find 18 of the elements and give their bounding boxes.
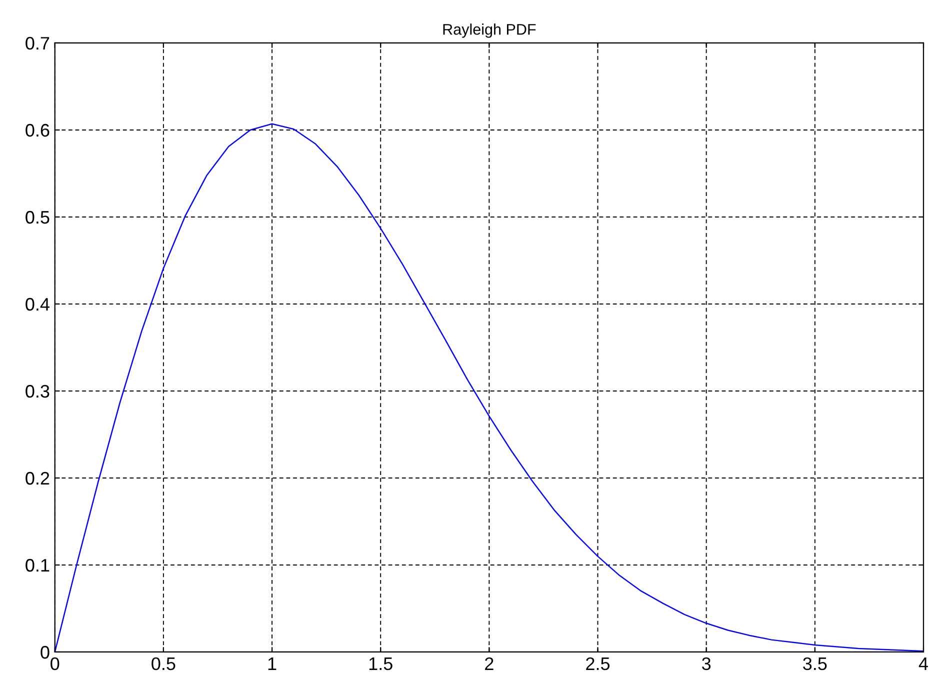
y-tick-label: 0.4 [26, 298, 50, 311]
y-tick-label: 0.7 [26, 36, 50, 50]
x-tick-label: 0 [50, 657, 60, 670]
x-tick-label: 2 [485, 657, 494, 670]
x-tick-label: 1.5 [369, 658, 392, 670]
y-tick-label: 0 [40, 646, 50, 659]
y-tick-label: 0.6 [26, 124, 50, 137]
x-tick-label: 2.5 [586, 657, 610, 670]
y-tick-label: 0.5 [26, 210, 50, 224]
x-tick-label: 0.5 [152, 657, 176, 670]
x-tick-label: 4 [918, 658, 928, 670]
x-tick-label: 3.5 [803, 657, 827, 670]
chart-title: Rayleigh PDF [443, 24, 536, 38]
y-tick-label: 0.3 [26, 384, 50, 398]
x-tick-label: 1 [268, 658, 276, 670]
y-tick-label: 0.2 [26, 472, 50, 485]
y-tick-label: 0.1 [26, 558, 50, 572]
x-tick-label: 3 [702, 657, 711, 670]
